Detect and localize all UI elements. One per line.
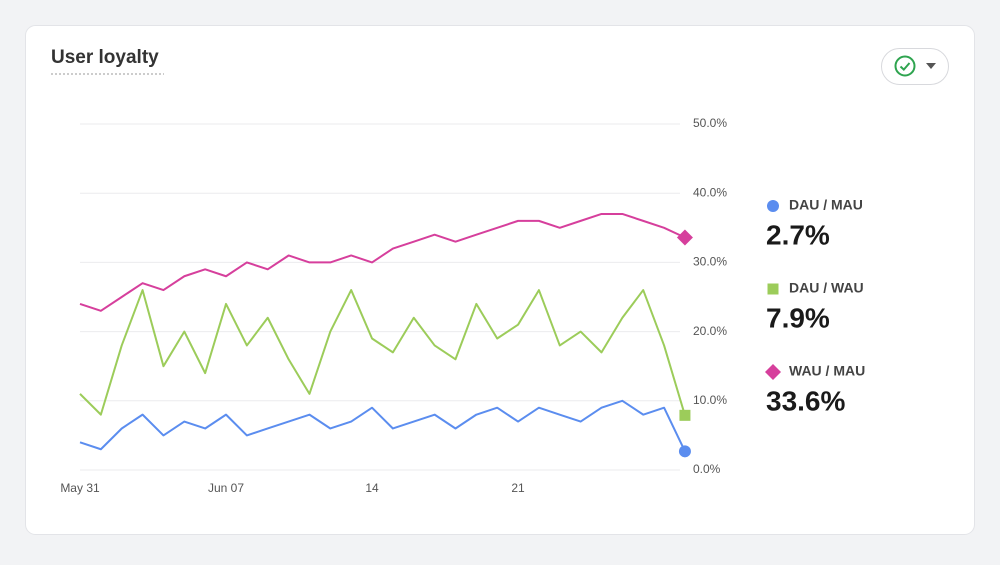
- y-tick-label: 30.0%: [693, 255, 727, 269]
- end-point: [676, 229, 693, 246]
- legend-label: DAU / WAU: [789, 280, 864, 296]
- check-mark: [899, 62, 911, 72]
- legend-marker: [767, 200, 779, 212]
- legend-value: 33.6%: [766, 385, 845, 416]
- end-point: [678, 445, 691, 458]
- card: [25, 25, 975, 535]
- legend-marker: [767, 283, 779, 295]
- series-line: [79, 399, 686, 452]
- chart-title: User loyalty: [51, 47, 159, 68]
- legend-marker: [765, 364, 781, 380]
- y-tick-label: 0.0%: [693, 462, 721, 476]
- y-tick-label: 20.0%: [693, 324, 727, 338]
- legend-label: WAU / MAU: [789, 363, 865, 379]
- status-button[interactable]: [881, 48, 949, 85]
- x-tick-label: May 31: [60, 481, 100, 495]
- legend-value: 2.7%: [766, 219, 830, 250]
- legend-value: 7.9%: [766, 302, 830, 333]
- x-tick-label: Jun 07: [208, 481, 244, 495]
- series-line: [79, 212, 686, 312]
- y-tick-label: 10.0%: [693, 393, 727, 407]
- y-tick-label: 40.0%: [693, 185, 727, 199]
- caret: [926, 63, 936, 69]
- end-point: [679, 409, 691, 421]
- check-icon: [894, 55, 916, 77]
- y-tick-label: 50.0%: [693, 116, 727, 130]
- series-line: [79, 289, 686, 416]
- x-tick-label: 21: [511, 481, 525, 495]
- x-tick-label: 14: [365, 481, 379, 495]
- legend-label: DAU / MAU: [789, 197, 863, 213]
